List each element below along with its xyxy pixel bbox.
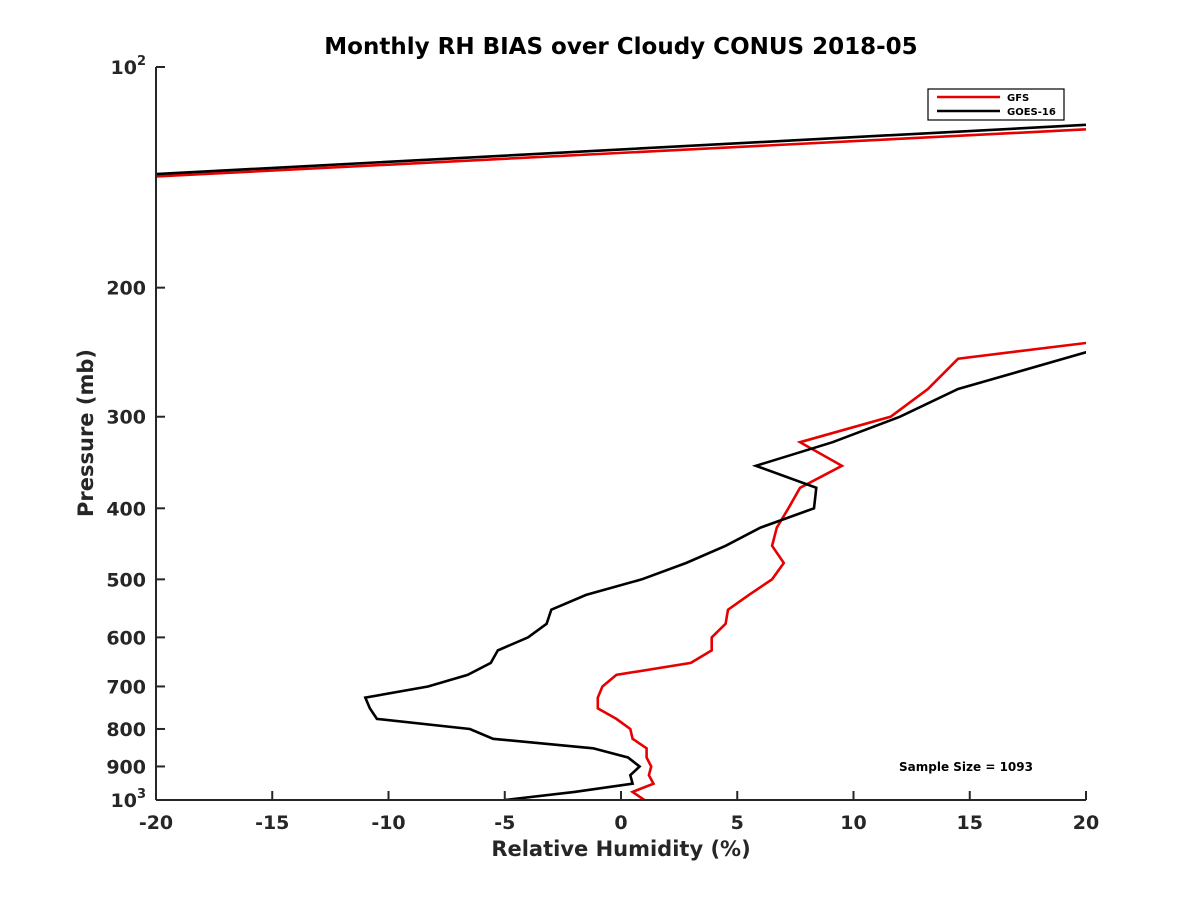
x-tick-label: -15 (255, 812, 289, 834)
y-tick-label: 900 (106, 756, 146, 778)
y-tick-label: 300 (106, 407, 146, 429)
x-tick-label: 20 (1073, 812, 1099, 834)
y-tick-label: 500 (106, 569, 146, 591)
y-axis-label: Pressure (mb) (74, 349, 98, 517)
legend-label-goes16: GOES-16 (1007, 107, 1056, 118)
legend: GFS GOES-16 (927, 88, 1065, 121)
y-tick-label: 800 (106, 719, 146, 741)
sample-size-annotation: Sample Size = 1093 (899, 760, 1033, 774)
x-tick-label: -5 (494, 812, 515, 834)
y-tick-label: 103 (111, 787, 147, 812)
x-tick-label: -10 (371, 812, 405, 834)
x-tick-label: 10 (840, 812, 866, 834)
legend-box (927, 88, 1065, 121)
x-tick-label: -20 (139, 812, 173, 834)
axes (155, 66, 1087, 801)
y-tick-label: 600 (106, 627, 146, 649)
y-tick-label: 102 (111, 54, 147, 79)
y-tick-label: 200 (106, 278, 146, 300)
y-tick-label: 400 (106, 498, 146, 520)
x-tick-label: 15 (957, 812, 983, 834)
chart-title: Monthly RH BIAS over Cloudy CONUS 2018-0… (324, 34, 917, 60)
x-axis-label: Relative Humidity (%) (491, 837, 750, 861)
x-tick-label: 5 (731, 812, 744, 834)
x-tick-label: 0 (614, 812, 627, 834)
tick-labels: -20 -15 -10 -5 0 5 10 15 20 102 200 300 400 500 600 700… (106, 54, 1099, 834)
legend-label-gfs: GFS (1007, 93, 1029, 104)
series-line-gfs (156, 128, 1086, 800)
y-tick-label: 700 (106, 676, 146, 698)
series-layer (156, 123, 1086, 800)
series-line-goes16 (156, 123, 1086, 800)
